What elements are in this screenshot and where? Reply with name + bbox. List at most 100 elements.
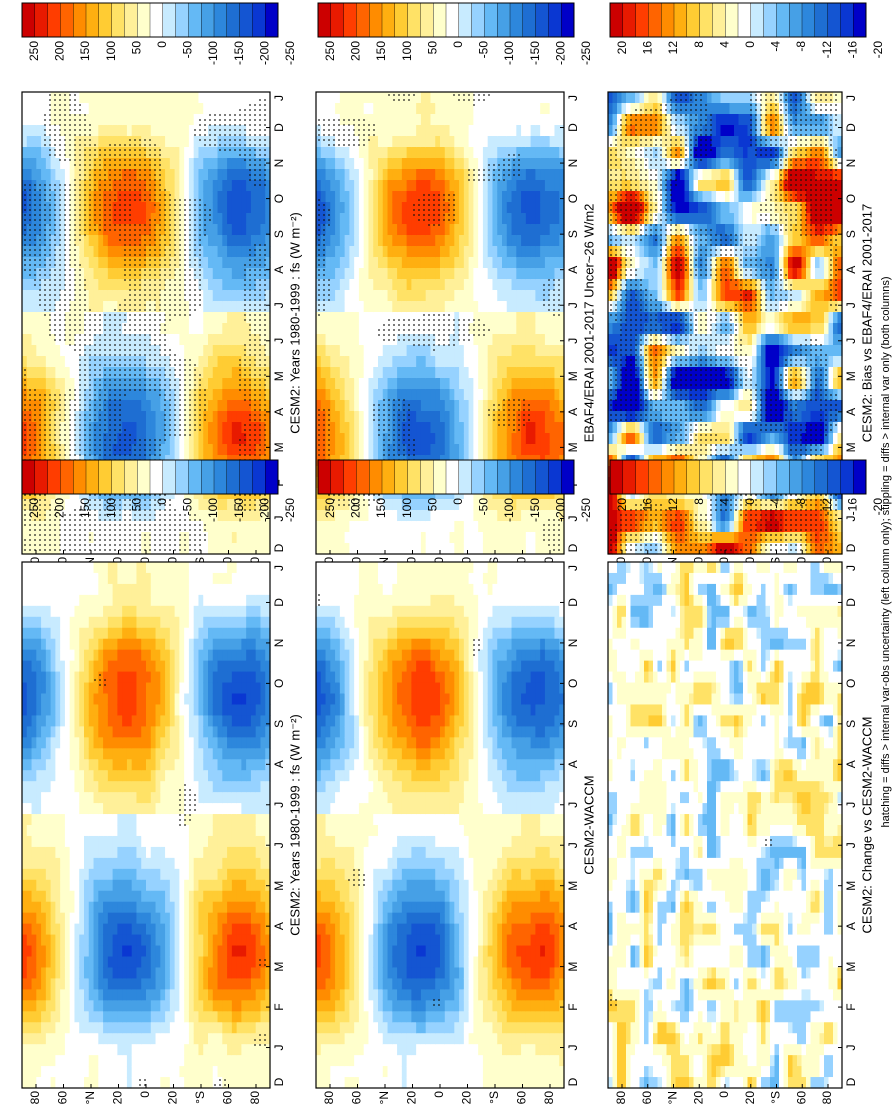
heatmap-cell [65, 367, 70, 379]
heatmap-cell [237, 301, 242, 313]
heatmap-cell [108, 312, 113, 324]
heatmap-cell [122, 202, 127, 214]
stipple-dot [29, 429, 31, 431]
heatmap-cell [84, 235, 89, 247]
heatmap-cell [22, 422, 27, 434]
heatmap-cell [246, 543, 251, 555]
heatmap-cell [218, 433, 223, 445]
heatmap-cell [141, 136, 146, 148]
heatmap-cell [194, 521, 199, 533]
stipple-dot [24, 454, 26, 456]
heatmap-cell [127, 191, 132, 203]
heatmap-cell [218, 246, 223, 258]
stipple-dot [34, 274, 36, 276]
heatmap-cell [55, 532, 60, 544]
heatmap-cell [113, 312, 118, 324]
heatmap-cell [179, 136, 184, 148]
stipple-dot [29, 424, 31, 426]
stipple-dot [39, 434, 41, 436]
heatmap-cell [41, 312, 46, 324]
stipple-dot [49, 219, 51, 221]
heatmap-cell [237, 323, 242, 335]
heatmap-cell [98, 246, 103, 258]
heatmap-cell [146, 257, 151, 269]
heatmap-cell [218, 103, 223, 115]
heatmap-cell [122, 356, 127, 368]
heatmap-cell [241, 169, 246, 181]
heatmap-cell [74, 312, 79, 324]
heatmap-cell [222, 147, 227, 159]
heatmap-cell [146, 367, 151, 379]
heatmap-cell [79, 411, 84, 423]
stipple-dot [44, 419, 46, 421]
heatmap-cell [237, 169, 242, 181]
heatmap-cell [175, 114, 180, 126]
heatmap-cell [27, 378, 32, 390]
heatmap-cell [113, 257, 118, 269]
heatmap-cell [237, 213, 242, 225]
heatmap-cell [184, 411, 189, 423]
heatmap-cell [179, 334, 184, 346]
heatmap-cell [160, 114, 165, 126]
heatmap-cell [89, 367, 94, 379]
heatmap-cell [65, 532, 70, 544]
heatmap-cell [156, 257, 161, 269]
heatmap-cell [27, 136, 32, 148]
heatmap-cell [246, 356, 251, 368]
heatmap-cell [22, 257, 27, 269]
heatmap-cell [256, 202, 261, 214]
heatmap-cell [41, 521, 46, 533]
stipple-dot [49, 94, 51, 96]
stipple-dot [29, 204, 31, 206]
stipple-dot [34, 219, 36, 221]
heatmap-cell [218, 158, 223, 170]
heatmap-cell [36, 323, 41, 335]
heatmap-cell [51, 378, 56, 390]
heatmap-cell [189, 103, 194, 115]
stipple-dot [39, 439, 41, 441]
heatmap-cell [117, 279, 122, 291]
heatmap-cell [136, 147, 141, 159]
heatmap-cell [227, 389, 232, 401]
heatmap-cell [184, 147, 189, 159]
heatmap-cell [84, 367, 89, 379]
heatmap-cell [141, 125, 146, 137]
heatmap-cell [251, 312, 256, 324]
stipple-dot [29, 214, 31, 216]
heatmap-cell [170, 334, 175, 346]
heatmap-cell [141, 389, 146, 401]
heatmap-cell [156, 136, 161, 148]
heatmap-cell [203, 367, 208, 379]
heatmap-cell [108, 257, 113, 269]
heatmap-cell [32, 257, 37, 269]
heatmap-cell [246, 411, 251, 423]
heatmap-cell [227, 345, 232, 357]
heatmap-cell [241, 125, 246, 137]
heatmap-cell [136, 290, 141, 302]
heatmap-cell [218, 279, 223, 291]
heatmap-cell [260, 367, 265, 379]
heatmap-cell [151, 400, 156, 412]
heatmap-cell [36, 224, 41, 236]
heatmap-cell [170, 169, 175, 181]
stipple-dot [39, 249, 41, 251]
heatmap-cell [94, 521, 99, 533]
heatmap-cell [132, 213, 137, 225]
heatmap-cell [108, 202, 113, 214]
heatmap-cell [32, 345, 37, 357]
heatmap-cell [170, 312, 175, 324]
heatmap-cell [108, 125, 113, 137]
heatmap-cell [208, 191, 213, 203]
heatmap-cell [132, 433, 137, 445]
heatmap-cell [256, 532, 261, 544]
heatmap-cell [113, 279, 118, 291]
heatmap-cell [79, 191, 84, 203]
heatmap-cell [46, 367, 51, 379]
heatmap-cell [98, 290, 103, 302]
heatmap-cell [32, 411, 37, 423]
stipple-dot [49, 269, 51, 271]
stipple-dot [39, 224, 41, 226]
heatmap-cell [65, 257, 70, 269]
heatmap-cell [94, 268, 99, 280]
heatmap-cell [22, 323, 27, 335]
